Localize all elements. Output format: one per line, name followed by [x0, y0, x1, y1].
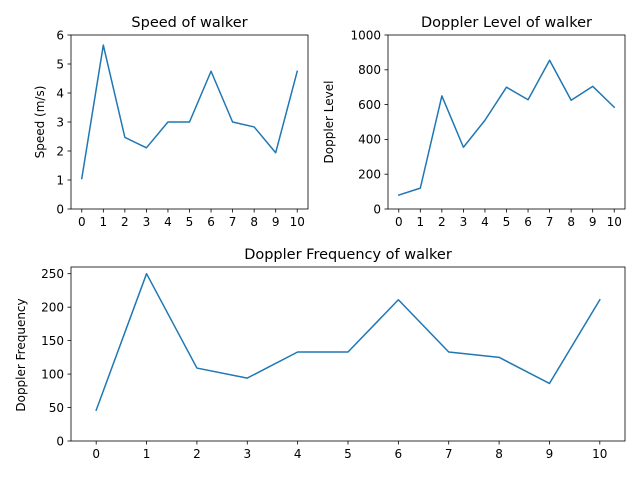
- speed-x-tick-label: 5: [186, 215, 194, 229]
- doppler-frequency-axes-frame: [71, 267, 625, 441]
- doppler-level-x-tick-label: 5: [503, 215, 511, 229]
- doppler-frequency-series-line: [96, 274, 600, 411]
- doppler-level-x-tick-label: 9: [589, 215, 597, 229]
- speed-x-tick-label: 1: [99, 215, 107, 229]
- doppler-level-y-tick-label: 0: [373, 202, 381, 216]
- doppler-level-x-tick-label: 0: [395, 215, 403, 229]
- speed-x-tick-label: 3: [143, 215, 151, 229]
- doppler-frequency-y-tick-label: 50: [49, 401, 64, 415]
- doppler-frequency-x-tick-label: 4: [294, 447, 302, 461]
- doppler-frequency-y-tick-label: 100: [41, 367, 64, 381]
- doppler-frequency-x-tick-label: 2: [193, 447, 201, 461]
- doppler-level-x-tick-label: 1: [416, 215, 424, 229]
- speed-y-tick-label: 5: [56, 57, 64, 71]
- doppler-frequency-y-tick-label: 0: [56, 434, 64, 448]
- speed-subplot: Speed of walker Speed (m/s): [33, 15, 248, 158]
- speed-x-tick-label: 6: [207, 215, 215, 229]
- speed-series-line: [82, 45, 297, 178]
- speed-x-tick-label: 9: [272, 215, 280, 229]
- doppler-level-axes-frame: [388, 35, 625, 209]
- doppler-frequency-x-tick-label: 5: [344, 447, 352, 461]
- doppler-frequency-x-tick-label: 10: [592, 447, 607, 461]
- doppler-frequency-y-tick-label: 150: [41, 334, 64, 348]
- speed-x-tick-label: 0: [78, 215, 86, 229]
- speed-x-tick-label: 2: [121, 215, 129, 229]
- doppler-level-y-tick-label: 600: [358, 98, 381, 112]
- doppler-frequency-chart-title: Doppler Frequency of walker: [244, 247, 452, 263]
- doppler-frequency-y-tick-label: 200: [41, 300, 64, 314]
- doppler-level-y-tick-label: 800: [358, 63, 381, 77]
- doppler-level-x-tick-label: 10: [607, 215, 622, 229]
- speed-x-tick-label: 4: [164, 215, 172, 229]
- speed-y-tick-label: 2: [56, 144, 64, 158]
- speed-y-tick-label: 3: [56, 115, 64, 129]
- doppler-level-series-line: [399, 60, 614, 195]
- doppler-frequency-x-tick-label: 0: [92, 447, 100, 461]
- doppler-level-x-tick-label: 2: [438, 215, 446, 229]
- speed-y-tick-label: 1: [56, 173, 64, 187]
- doppler-frequency-x-tick-label: 8: [495, 447, 503, 461]
- doppler-level-y-tick-label: 200: [358, 168, 381, 182]
- speed-y-axis-label: Speed (m/s): [33, 86, 47, 159]
- doppler-frequency-y-axis-label: Doppler Frequency: [14, 298, 28, 411]
- doppler-level-x-tick-label: 4: [481, 215, 489, 229]
- doppler-frequency-x-tick-label: 3: [243, 447, 251, 461]
- doppler-level-y-axis-label: Doppler Level: [322, 81, 336, 164]
- doppler-frequency-x-tick-label: 6: [395, 447, 403, 461]
- doppler-level-x-tick-label: 8: [567, 215, 575, 229]
- doppler-frequency-x-tick-label: 7: [445, 447, 453, 461]
- speed-x-tick-label: 7: [229, 215, 237, 229]
- doppler-level-x-tick-label: 3: [460, 215, 468, 229]
- doppler-frequency-x-tick-label: 1: [143, 447, 151, 461]
- speed-y-tick-label: 4: [56, 86, 64, 100]
- speed-x-tick-label: 10: [290, 215, 305, 229]
- doppler-level-x-tick-label: 6: [524, 215, 532, 229]
- doppler-frequency-x-tick-label: 9: [546, 447, 554, 461]
- doppler-frequency-y-tick-label: 250: [41, 267, 64, 281]
- speed-x-tick-label: 8: [250, 215, 258, 229]
- doppler-level-y-tick-label: 400: [358, 133, 381, 147]
- doppler-level-x-tick-label: 7: [546, 215, 554, 229]
- speed-y-tick-label: 0: [56, 202, 64, 216]
- doppler-frequency-subplot: Doppler Frequency of walker Doppler Freq…: [14, 247, 452, 412]
- speed-y-tick-label: 6: [56, 28, 64, 42]
- speed-chart-title: Speed of walker: [131, 15, 247, 31]
- doppler-level-chart-title: Doppler Level of walker: [421, 15, 592, 31]
- doppler-level-y-tick-label: 1000: [350, 28, 381, 42]
